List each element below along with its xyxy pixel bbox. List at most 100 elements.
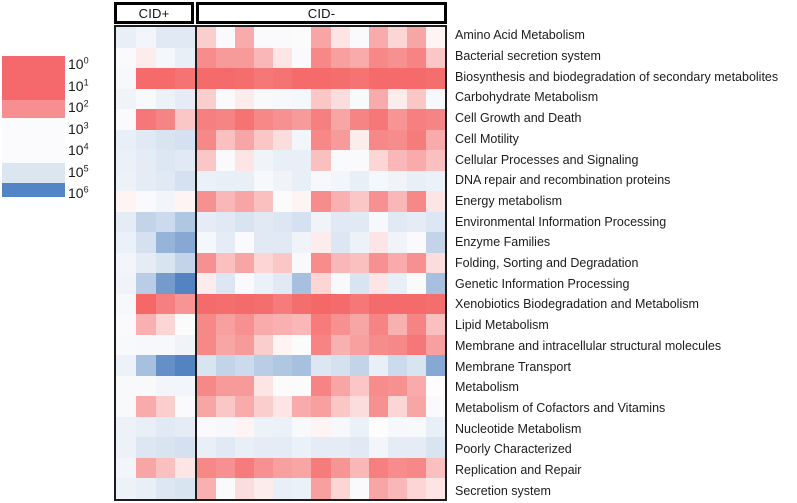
heatmap-cell (349, 211, 369, 233)
heatmap-cell (155, 252, 176, 274)
heatmap-cell (349, 355, 369, 376)
heatmap-cell (254, 109, 274, 130)
heatmap-cell (175, 396, 195, 417)
heatmap-cell (235, 170, 255, 192)
heatmap-cell (368, 416, 388, 438)
heatmap-cell (273, 129, 293, 151)
heatmap-cell (254, 478, 274, 499)
heatmap-cell (254, 129, 274, 151)
row-label: Biosynthesis and biodegradation of secon… (455, 69, 779, 84)
heatmap-cell (387, 170, 407, 192)
heatmap-cell (349, 150, 369, 171)
heatmap-cell (330, 478, 350, 499)
heatmap-cell (387, 129, 407, 151)
heatmap-cell (273, 150, 293, 171)
heatmap-cell (116, 88, 136, 110)
heatmap-cell (197, 27, 217, 48)
heatmap-cell (311, 355, 331, 376)
heatmap-cell (292, 396, 312, 417)
heatmap-cell (311, 150, 331, 171)
heatmap-cell (292, 191, 312, 212)
heatmap-cell (135, 88, 156, 110)
heatmap-cell (175, 457, 195, 479)
row-label: Xenobiotics Biodegradation and Metabolis… (455, 297, 699, 312)
heatmap-cell (155, 150, 176, 171)
heatmap-cell (406, 334, 426, 356)
heatmap-cell (368, 88, 388, 110)
heatmap-cell (311, 170, 331, 192)
heatmap-cell (406, 232, 426, 253)
heatmap-cell (254, 170, 274, 192)
heatmap-cell (175, 355, 195, 376)
heatmap-cell (425, 293, 445, 315)
heatmap-cell (116, 191, 136, 212)
heatmap-cell (216, 252, 236, 274)
heatmap-cell (349, 129, 369, 151)
heatmap-cell (368, 314, 388, 335)
heatmap-cell (116, 47, 136, 69)
heatmap-cell (235, 191, 255, 212)
heatmap-cell (235, 293, 255, 315)
heatmap-cell (425, 273, 445, 294)
heatmap-cell (254, 232, 274, 253)
heatmap-cell (292, 437, 312, 458)
heatmap-cell (292, 150, 312, 171)
row-label: Poorly Characterized (455, 442, 572, 457)
heatmap-cell (254, 416, 274, 438)
heatmap-cell (406, 211, 426, 233)
row-label: Cell Motility (455, 131, 519, 146)
column-group-label: CID+ (138, 5, 170, 21)
heatmap-cell (273, 252, 293, 274)
heatmap-cell (273, 416, 293, 438)
heatmap-cell (406, 88, 426, 110)
heatmap-cell (235, 375, 255, 397)
heatmap-cell (387, 27, 407, 48)
heatmap-cell (292, 88, 312, 110)
heatmap-cell (330, 150, 350, 171)
row-label: DNA repair and recombination proteins (455, 173, 671, 188)
heatmap-cell (292, 457, 312, 479)
heatmap-cell (254, 293, 274, 315)
heatmap-cell (155, 68, 176, 89)
heatmap-cell (292, 109, 312, 130)
heatmap-cell (311, 457, 331, 479)
heatmap-cell (197, 252, 217, 274)
heatmap-cell (292, 293, 312, 315)
heatmap-cell (254, 68, 274, 89)
heatmap-cell (216, 211, 236, 233)
heatmap-cell (330, 211, 350, 233)
heatmap-cell (135, 170, 156, 192)
heatmap-cell (135, 396, 156, 417)
heatmap-cell (175, 47, 195, 69)
row-label: Secretion system (455, 483, 551, 498)
heatmap-cell (116, 211, 136, 233)
heatmap-cell (116, 109, 136, 130)
heatmap-cell (175, 211, 195, 233)
heatmap-cell (197, 150, 217, 171)
heatmap-cell (116, 150, 136, 171)
heatmap-cell (387, 109, 407, 130)
column-group-label: CID- (307, 5, 336, 21)
heatmap-cell (387, 457, 407, 479)
heatmap-cell (368, 129, 388, 151)
heatmap-cell (175, 478, 195, 499)
heatmap-cell (311, 232, 331, 253)
legend-color-band (2, 183, 65, 197)
heatmap-cell (197, 293, 217, 315)
heatmap-cell (349, 273, 369, 294)
heatmap-cell (368, 150, 388, 171)
heatmap-cell (175, 191, 195, 212)
heatmap-cell (387, 191, 407, 212)
heatmap-cell (406, 47, 426, 69)
heatmap-cell (406, 273, 426, 294)
legend-tick-label: 101 (68, 76, 89, 94)
heatmap-cell (387, 150, 407, 171)
heatmap-cell (387, 232, 407, 253)
heatmap-cell (135, 375, 156, 397)
heatmap-cell (116, 232, 136, 253)
heatmap-cell (273, 375, 293, 397)
heatmap-cell (273, 334, 293, 356)
heatmap-cell (235, 47, 255, 69)
heatmap-cell (254, 355, 274, 376)
heatmap-cell (311, 334, 331, 356)
